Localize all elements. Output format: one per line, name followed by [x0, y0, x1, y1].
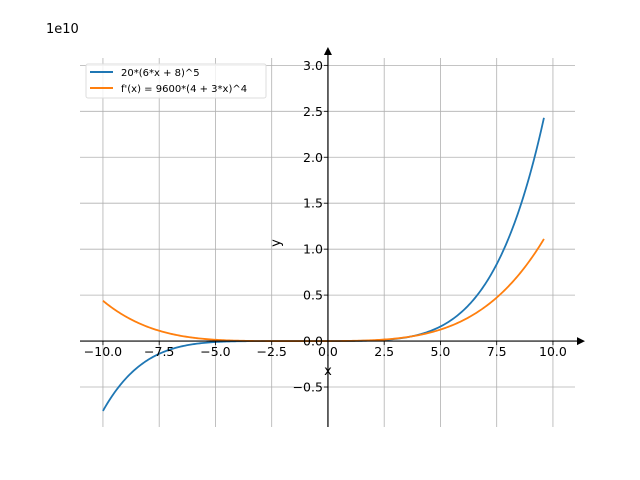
- ticks: −10.0 −7.5 −5.0 −2.5 0.0 2.5 5.0 7.5 10.0 −0.5 0.0…: [84, 58, 567, 395]
- x-tick-label: −7.5: [144, 344, 174, 359]
- y-axis-label: y: [269, 239, 284, 247]
- x-tick-label: 0.0: [318, 344, 338, 359]
- y-tick-label: 1.5: [303, 196, 323, 211]
- y-tick-label: 0.0: [303, 334, 323, 349]
- y-offset-label: 1e10: [46, 22, 79, 37]
- x-tick-label: 10.0: [539, 344, 567, 359]
- y-tick-label: 2.5: [303, 104, 323, 119]
- y-tick-label: −0.5: [293, 380, 323, 395]
- legend-box: [85, 63, 267, 99]
- legend: 20*(6*x + 8)^5 f'(x) = 9600*(4 + 3*x)^4: [85, 63, 267, 99]
- y-tick-label: 3.0: [303, 58, 323, 73]
- x-tick-label: 2.5: [374, 344, 394, 359]
- x-tick-label: −2.5: [257, 344, 287, 359]
- y-axis-arrow: [323, 47, 332, 55]
- legend-label-0: 20*(6*x + 8)^5: [121, 68, 200, 79]
- x-tick-label: 5.0: [431, 344, 451, 359]
- x-tick-label: 7.5: [487, 344, 507, 359]
- legend-label-1: f'(x) = 9600*(4 + 3*x)^4: [121, 84, 247, 95]
- series-line-1: [102, 238, 545, 342]
- y-tick-label: 0.5: [303, 288, 323, 303]
- x-axis-label: x: [324, 364, 332, 379]
- x-tick-label: −5.0: [200, 344, 230, 359]
- x-axis-arrow: [577, 337, 585, 346]
- y-tick-label: 2.0: [303, 150, 323, 165]
- y-tick-label: 1.0: [303, 242, 323, 257]
- x-tick-label: −10.0: [84, 344, 122, 359]
